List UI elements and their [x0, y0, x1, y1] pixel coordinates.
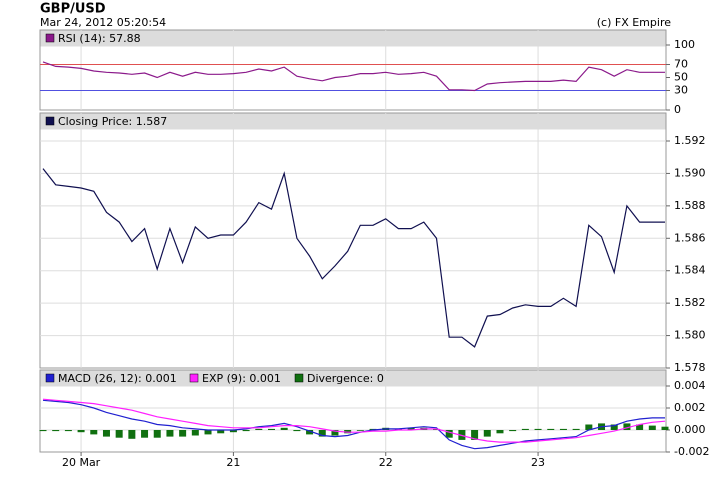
x-tick-label: 21: [226, 456, 240, 469]
legend-label: Closing Price: 1.587: [58, 115, 167, 128]
bar: [318, 430, 326, 437]
y-tick-label: 0.004: [674, 379, 706, 392]
bar: [191, 430, 199, 436]
y-tick-label: 30: [674, 84, 688, 97]
bar: [661, 426, 669, 430]
series-line: [42, 61, 665, 92]
y-tick-label: 1.584: [674, 264, 706, 277]
bar: [623, 423, 631, 430]
series-line: [42, 398, 666, 443]
bar: [90, 430, 98, 435]
bar: [509, 430, 517, 432]
legend-swatch: [294, 373, 304, 383]
bar: [572, 428, 580, 430]
y-tick-label: 0.000: [674, 423, 706, 436]
legend-label: Divergence: 0: [307, 372, 384, 385]
y-tick-label: 1.590: [674, 166, 706, 179]
bar: [445, 430, 453, 438]
legend-swatch: [45, 33, 55, 43]
panel-header: [40, 30, 666, 47]
bar: [648, 425, 656, 430]
bar: [521, 428, 529, 430]
copyright: (c) FX Empire: [597, 16, 671, 29]
y-tick-label: 1.582: [674, 296, 706, 309]
y-tick-label: 70: [674, 58, 688, 71]
bar: [242, 430, 250, 432]
y-tick-label: 0.002: [674, 401, 706, 414]
legend-swatch: [45, 116, 55, 126]
bar: [229, 430, 237, 433]
y-tick-label: 0: [674, 103, 681, 116]
bar: [102, 430, 110, 437]
bar: [585, 424, 593, 430]
bar: [166, 430, 174, 437]
bar: [204, 430, 212, 435]
y-tick-label: 1.586: [674, 231, 706, 244]
bar: [267, 428, 275, 430]
bar: [534, 428, 542, 430]
y-tick-label: 1.580: [674, 329, 706, 342]
y-tick-label: 1.588: [674, 199, 706, 212]
y-tick-label: -0.002: [674, 445, 709, 458]
bar: [547, 428, 555, 430]
bar: [356, 430, 364, 431]
bar: [77, 430, 85, 433]
bar: [407, 427, 415, 430]
bar: [331, 430, 339, 436]
bar: [483, 430, 491, 437]
bar: [255, 428, 263, 430]
legend-swatch: [45, 373, 55, 383]
y-tick-label: 50: [674, 71, 688, 84]
bar: [471, 430, 479, 440]
bar: [64, 430, 72, 432]
bar: [179, 430, 187, 437]
timestamp: Mar 24, 2012 05:20:54: [40, 16, 166, 29]
legend-label: RSI (14): 57.88: [58, 32, 141, 45]
bar: [153, 430, 161, 438]
x-tick-label: 20 Mar: [62, 456, 101, 469]
legend-label: MACD (26, 12): 0.001: [58, 372, 177, 385]
series-line: [42, 168, 665, 348]
bar: [115, 430, 123, 438]
panel-header: [40, 113, 666, 130]
bar: [306, 430, 314, 435]
bar: [128, 430, 136, 439]
y-tick-label: 1.592: [674, 134, 706, 147]
x-tick-label: 22: [379, 456, 393, 469]
legend-swatch: [189, 373, 199, 383]
bar: [280, 427, 288, 430]
y-tick-label: 100: [674, 38, 695, 51]
x-tick-label: 23: [531, 456, 545, 469]
bar: [52, 430, 60, 432]
y-tick-label: 1.578: [674, 361, 706, 374]
chart-title: GBP/USD: [40, 2, 106, 17]
legend-label: EXP (9): 0.001: [202, 372, 281, 385]
bar: [141, 430, 149, 438]
bar: [39, 430, 47, 432]
bar: [496, 430, 504, 434]
series-line: [42, 399, 665, 450]
bar: [217, 430, 225, 434]
bar: [293, 430, 301, 432]
bar: [559, 428, 567, 430]
bar: [636, 424, 644, 430]
bar: [610, 424, 618, 430]
